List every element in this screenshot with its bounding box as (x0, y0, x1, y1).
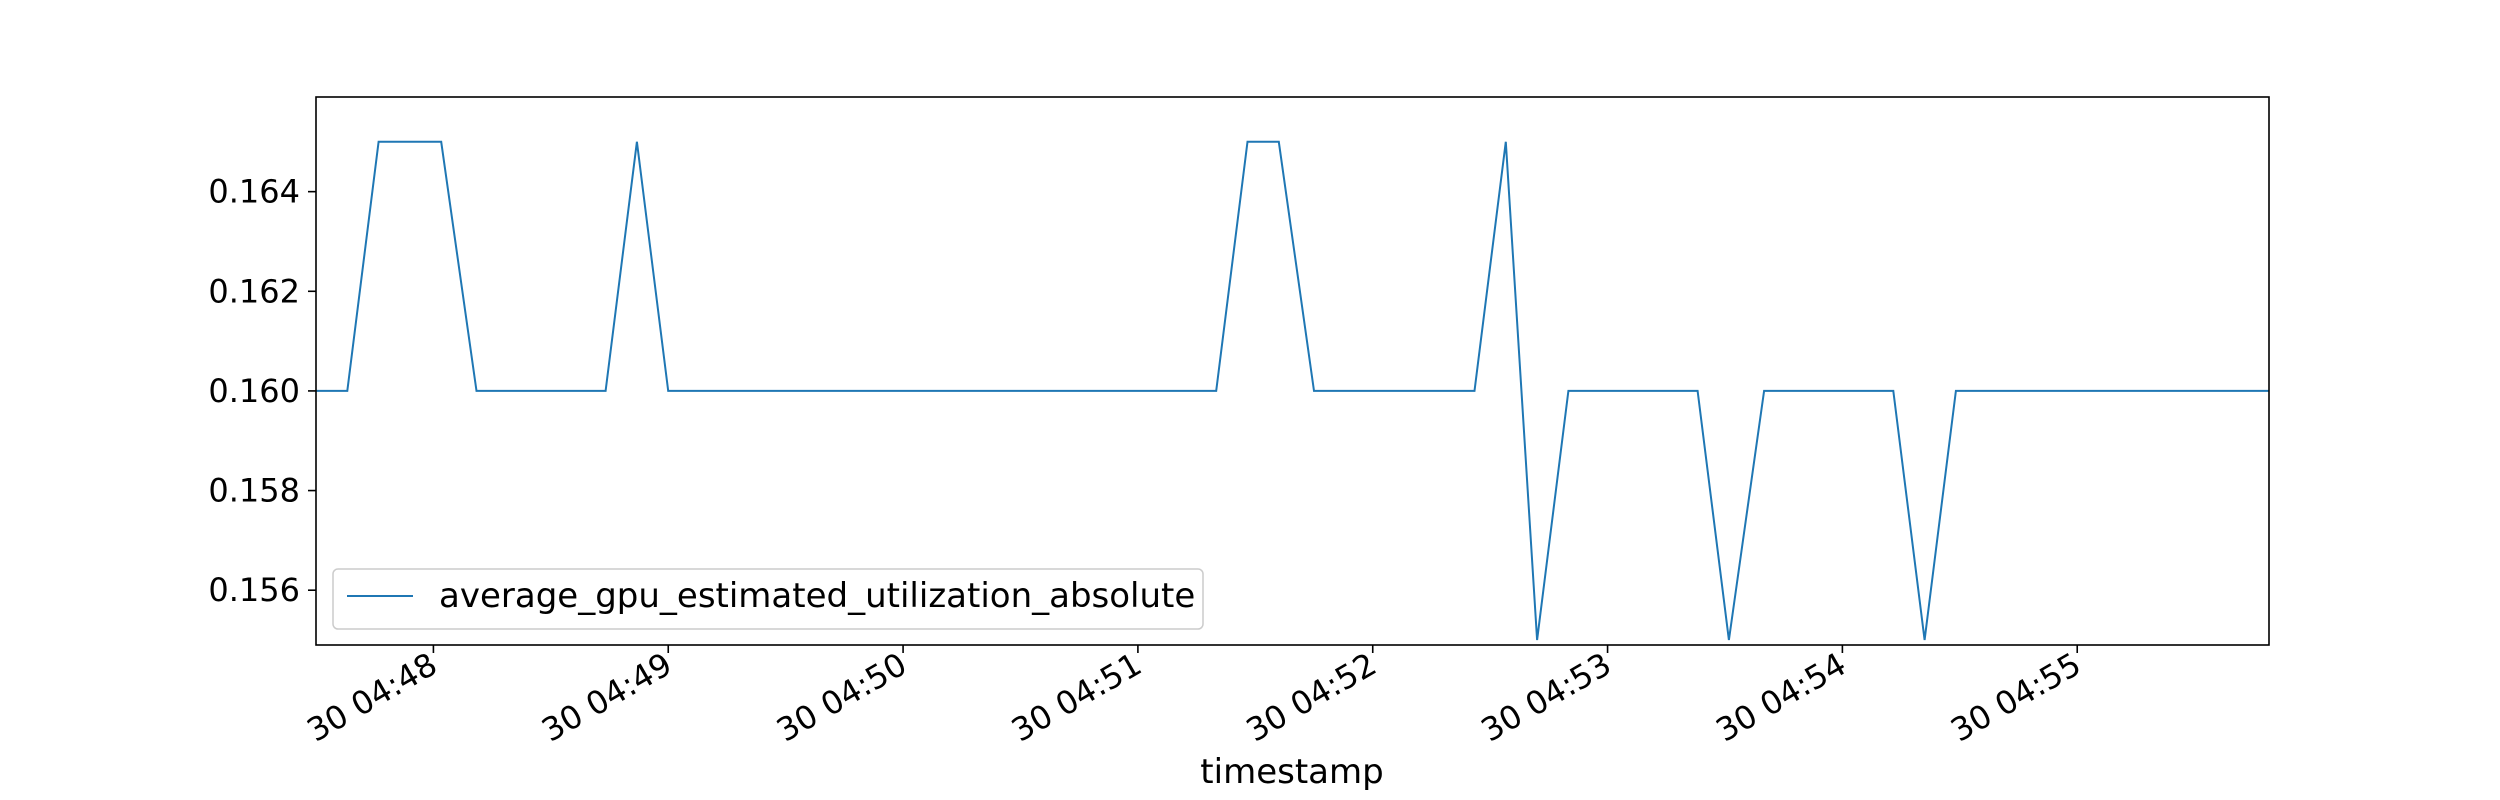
y-tick-label: 0.158 (208, 472, 300, 510)
series-line-0 (316, 140, 2269, 641)
y-tick-label: 0.164 (208, 173, 300, 211)
x-axis-title: timestamp (1200, 752, 1383, 792)
axes-frame (315, 96, 2270, 646)
axes-background (316, 97, 2269, 645)
legend: average_gpu_estimated_utilization_absolu… (332, 568, 1204, 630)
y-tick-label: 0.156 (208, 571, 300, 609)
y-tick-label: 0.160 (208, 372, 300, 410)
legend-label: average_gpu_estimated_utilization_absolu… (439, 576, 1195, 616)
plot-area (315, 96, 2270, 646)
series-layer (316, 140, 2269, 641)
legend-box (332, 568, 1204, 630)
y-axis: 0.156 0.158 0.160 0.162 0.164 (208, 173, 316, 609)
y-tick-label: 0.162 (208, 272, 300, 310)
